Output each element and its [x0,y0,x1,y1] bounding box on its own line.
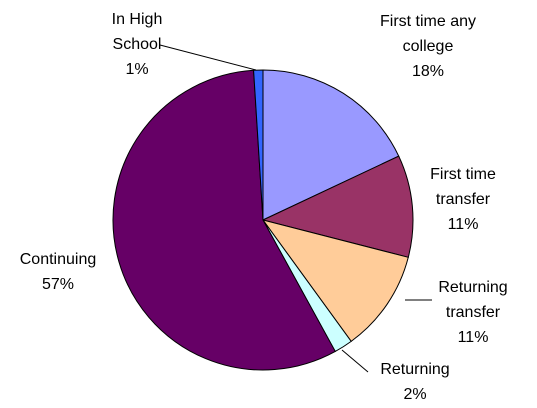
value-label: 18% [412,63,444,80]
value-label: 11% [448,216,479,233]
slice-label: Returning transfer [438,279,507,321]
value-label: 11% [458,329,489,346]
leader-line [159,44,257,71]
pie-slice [253,69,264,221]
pie-slice [261,155,414,258]
pie-slice [262,69,400,221]
slice-label: Returning [380,361,449,378]
slice-label: First time any college [380,13,476,55]
pie [112,69,414,371]
labels: First time any college 18% First time transf… [20,11,508,403]
slice-label: In High School [112,11,163,53]
pie-slice [261,219,409,343]
slice-label: First time transfer [430,166,496,208]
leader-line [341,349,369,373]
pie-slice [112,69,336,371]
slice-label: Continuing [20,251,97,268]
value-label: 1% [125,61,148,78]
value-label: 57% [42,276,74,293]
value-label: 2% [403,386,426,403]
